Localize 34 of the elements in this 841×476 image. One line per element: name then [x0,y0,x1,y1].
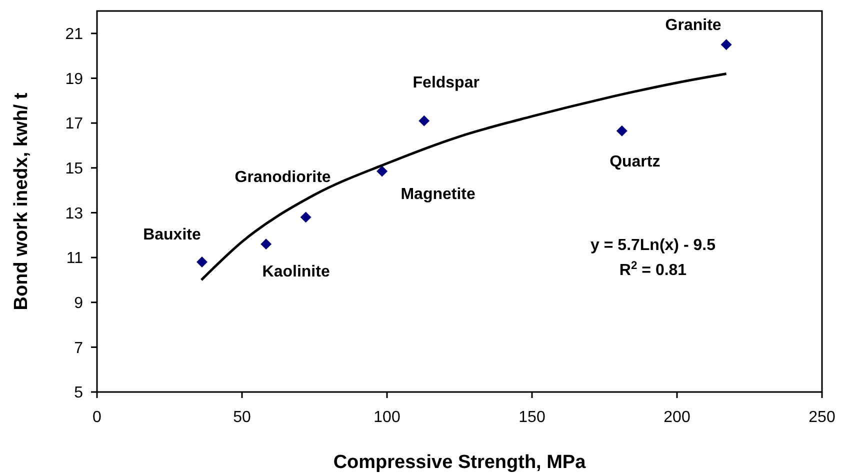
x-axis-title: Compressive Strength, MPa [333,452,586,473]
annotation: R$^{2}$ = 0.81 [619,260,687,279]
annotation: y = 5.7Ln(x) - 9.5 [590,237,716,254]
y-tick-label: 19 [65,70,84,88]
y-tick-label: 5 [74,384,84,402]
point [418,115,430,126]
y-tick-label: 11 [66,250,84,268]
x-tick-label: 100 [374,409,400,426]
y-tick-label: 21 [65,26,84,44]
point [376,166,388,177]
y-tick-label: 17 [65,116,84,133]
annotation: Kaolinite [262,264,330,281]
x-tick-label: 200 [664,409,690,426]
x-tick-label: 50 [233,409,251,426]
y-tick-label: 13 [65,205,84,222]
y-axis-title: Bond work inedx, kwh/ t [11,92,32,310]
point [300,212,312,223]
annotation: Magnetite [400,186,476,203]
point [260,238,272,250]
x-tick-label: 0 [92,409,102,426]
point [196,256,208,268]
annotation: Granite [665,17,722,34]
point [720,39,732,50]
point [616,125,628,136]
y-tick-label: 15 [65,160,84,178]
annotation: Bauxite [143,226,201,244]
annotation: Feldspar [412,74,480,92]
line-series [200,72,728,282]
x-tick-label: 150 [518,409,546,426]
y-tick-label: 7 [74,340,84,357]
x-tick-label: 250 [808,409,836,426]
annotation: Quartz [610,154,660,171]
annotation: Granodiorite [234,168,331,186]
y-tick-label: 9 [74,294,84,312]
